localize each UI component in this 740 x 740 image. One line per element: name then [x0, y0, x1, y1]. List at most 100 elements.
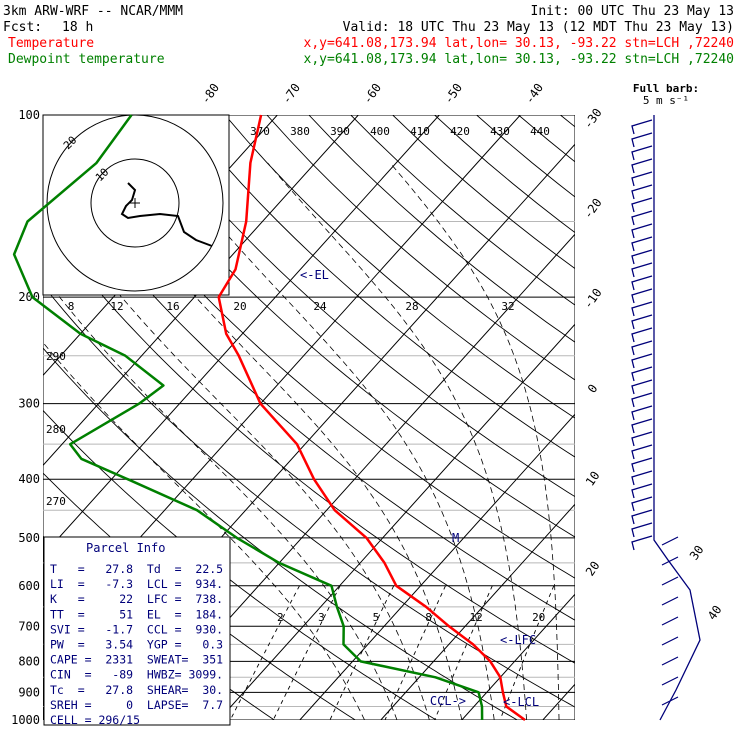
- mixing-ratio-label: 2: [277, 611, 284, 624]
- dry-adiabat: [43, 221, 575, 664]
- wind-barb: [631, 158, 653, 174]
- wind-barb: [661, 596, 679, 606]
- wind-barb: [631, 145, 653, 161]
- dry-adiabat: [350, 115, 575, 306]
- hodograph-trace: [120, 182, 213, 247]
- parcel-info-row: Tc = 27.8 SHEAR= 30.: [50, 683, 223, 697]
- wind-barb: [631, 522, 653, 538]
- forecast-hour: 18 h: [62, 20, 93, 35]
- wind-barb: [631, 444, 653, 460]
- parcel-info-row: CELL = 296/15: [50, 713, 140, 727]
- wind-barb: [631, 288, 653, 304]
- barb-legend-title: Full barb:: [633, 82, 699, 95]
- parcel-info-row: LI = -7.3 LCL = 934.: [50, 577, 223, 591]
- parcel-info-rows: T = 27.8 Td = 22.5LI = -7.3 LCL = 934.K …: [50, 562, 223, 727]
- isotherm-label: 30: [687, 543, 707, 563]
- wind-barb: [631, 184, 653, 200]
- isotherm: [624, 115, 740, 720]
- theta-label: 420: [450, 125, 470, 138]
- mixing-ratio-label: 5: [373, 611, 380, 624]
- theta-label: 430: [490, 125, 510, 138]
- dry-adiabat: [182, 115, 575, 458]
- isotherm: [43, 115, 440, 557]
- wind-barb: [661, 536, 679, 546]
- wind-barb: [631, 496, 653, 512]
- dry-adiabat: [392, 115, 575, 270]
- dry-adiabat: [43, 284, 575, 708]
- isotherm-label: -70: [279, 81, 303, 107]
- theta-label: 380: [290, 125, 310, 138]
- level-annotation: M: [452, 531, 459, 545]
- pressure-label: 300: [18, 397, 40, 411]
- hodograph-ring-inner: [90, 158, 180, 248]
- parcel-info-title: Parcel Info: [86, 541, 165, 555]
- isotherm: [218, 323, 575, 720]
- wind-barb: [631, 210, 653, 226]
- level-annotation: <-LFC: [500, 633, 536, 647]
- parcel-info-panel: Parcel Info T = 27.8 Td = 22.5LI = -7.3 …: [43, 536, 231, 727]
- hodograph-speed-tick: 32: [501, 300, 514, 313]
- wind-barb: [631, 366, 653, 382]
- theta-label: 390: [330, 125, 350, 138]
- wind-barb: [631, 301, 653, 317]
- wind-barb: [631, 314, 653, 330]
- dry-adiabat: [224, 115, 575, 419]
- moist-adiabat: [267, 162, 527, 720]
- theta-label: 400: [370, 125, 390, 138]
- hodograph-ring-outer: [46, 114, 224, 292]
- pressure-label: 1000: [11, 713, 40, 727]
- parcel-info-row: SVI = -1.7 CCL = 930.: [50, 622, 223, 636]
- parcel-info-frame: [43, 536, 231, 726]
- parcel-info-row: PW = 3.54 YGP = 0.3: [50, 638, 223, 652]
- wind-barb: [661, 556, 679, 566]
- pressure-label: 800: [18, 654, 40, 668]
- isotherm: [705, 115, 740, 720]
- parcel-info-row: CIN = -89 HWBZ= 3099.: [50, 668, 223, 682]
- hodograph-speed-tick: 12: [110, 300, 123, 313]
- mixing-ratio-label: 12: [470, 611, 483, 624]
- wind-barb: [631, 470, 653, 486]
- moist-adiabat: [389, 162, 560, 720]
- wind-barb: [631, 275, 653, 291]
- wind-barb: [661, 676, 679, 686]
- mixing-ratio-line: [272, 585, 341, 720]
- parcel-info-row: T = 27.8 Td = 22.5: [50, 562, 223, 576]
- dry-adiabat: [518, 115, 575, 163]
- wind-barb: [661, 696, 679, 706]
- dry-adiabat-label: 280: [46, 423, 66, 436]
- pressure-label: 100: [18, 108, 40, 122]
- isotherm: [461, 593, 575, 720]
- wind-barb: [661, 636, 679, 646]
- isotherm-label: 10: [583, 469, 603, 489]
- parcel-info-row: TT = 51 EL = 184.: [50, 607, 223, 621]
- wind-barb: [631, 119, 653, 135]
- wind-barb: [631, 327, 653, 343]
- mixing-ratio-label: 8: [425, 611, 432, 624]
- mixing-ratio-line: [229, 585, 300, 720]
- pressure-label: 500: [18, 531, 40, 545]
- barb-legend-units: 5 m s⁻¹: [643, 94, 689, 107]
- wind-barb: [631, 405, 653, 421]
- pressure-label: 200: [18, 290, 40, 304]
- isotherm-label: -10: [581, 286, 605, 312]
- wind-barb: [631, 340, 653, 356]
- moist-adiabat: [43, 274, 398, 720]
- parcel-info-row: K = 22 LFC = 738.: [50, 592, 223, 606]
- theta-label: 410: [410, 125, 430, 138]
- moist-adiabat: [43, 193, 430, 720]
- hodograph-speed-tick: 20: [233, 300, 246, 313]
- isotherm-label: -60: [360, 81, 384, 107]
- pressure-label: 600: [18, 579, 40, 593]
- theta-label: 440: [530, 125, 550, 138]
- dewpoint-station-info: x,y=641.08,173.94 lat,lon= 30.13, -93.22…: [304, 52, 734, 67]
- wind-barb: [631, 132, 653, 148]
- isotherm-label: -50: [441, 81, 465, 107]
- mixing-ratio-label: 3: [318, 611, 325, 624]
- isotherm-label: 20: [583, 559, 603, 579]
- barb-column: [653, 115, 701, 721]
- wind-barb: [631, 509, 653, 525]
- theta-label: 370: [250, 125, 270, 138]
- model-title: 3km ARW-WRF -- NCAR/MMM: [3, 4, 183, 19]
- temperature-legend: Temperature: [8, 36, 94, 51]
